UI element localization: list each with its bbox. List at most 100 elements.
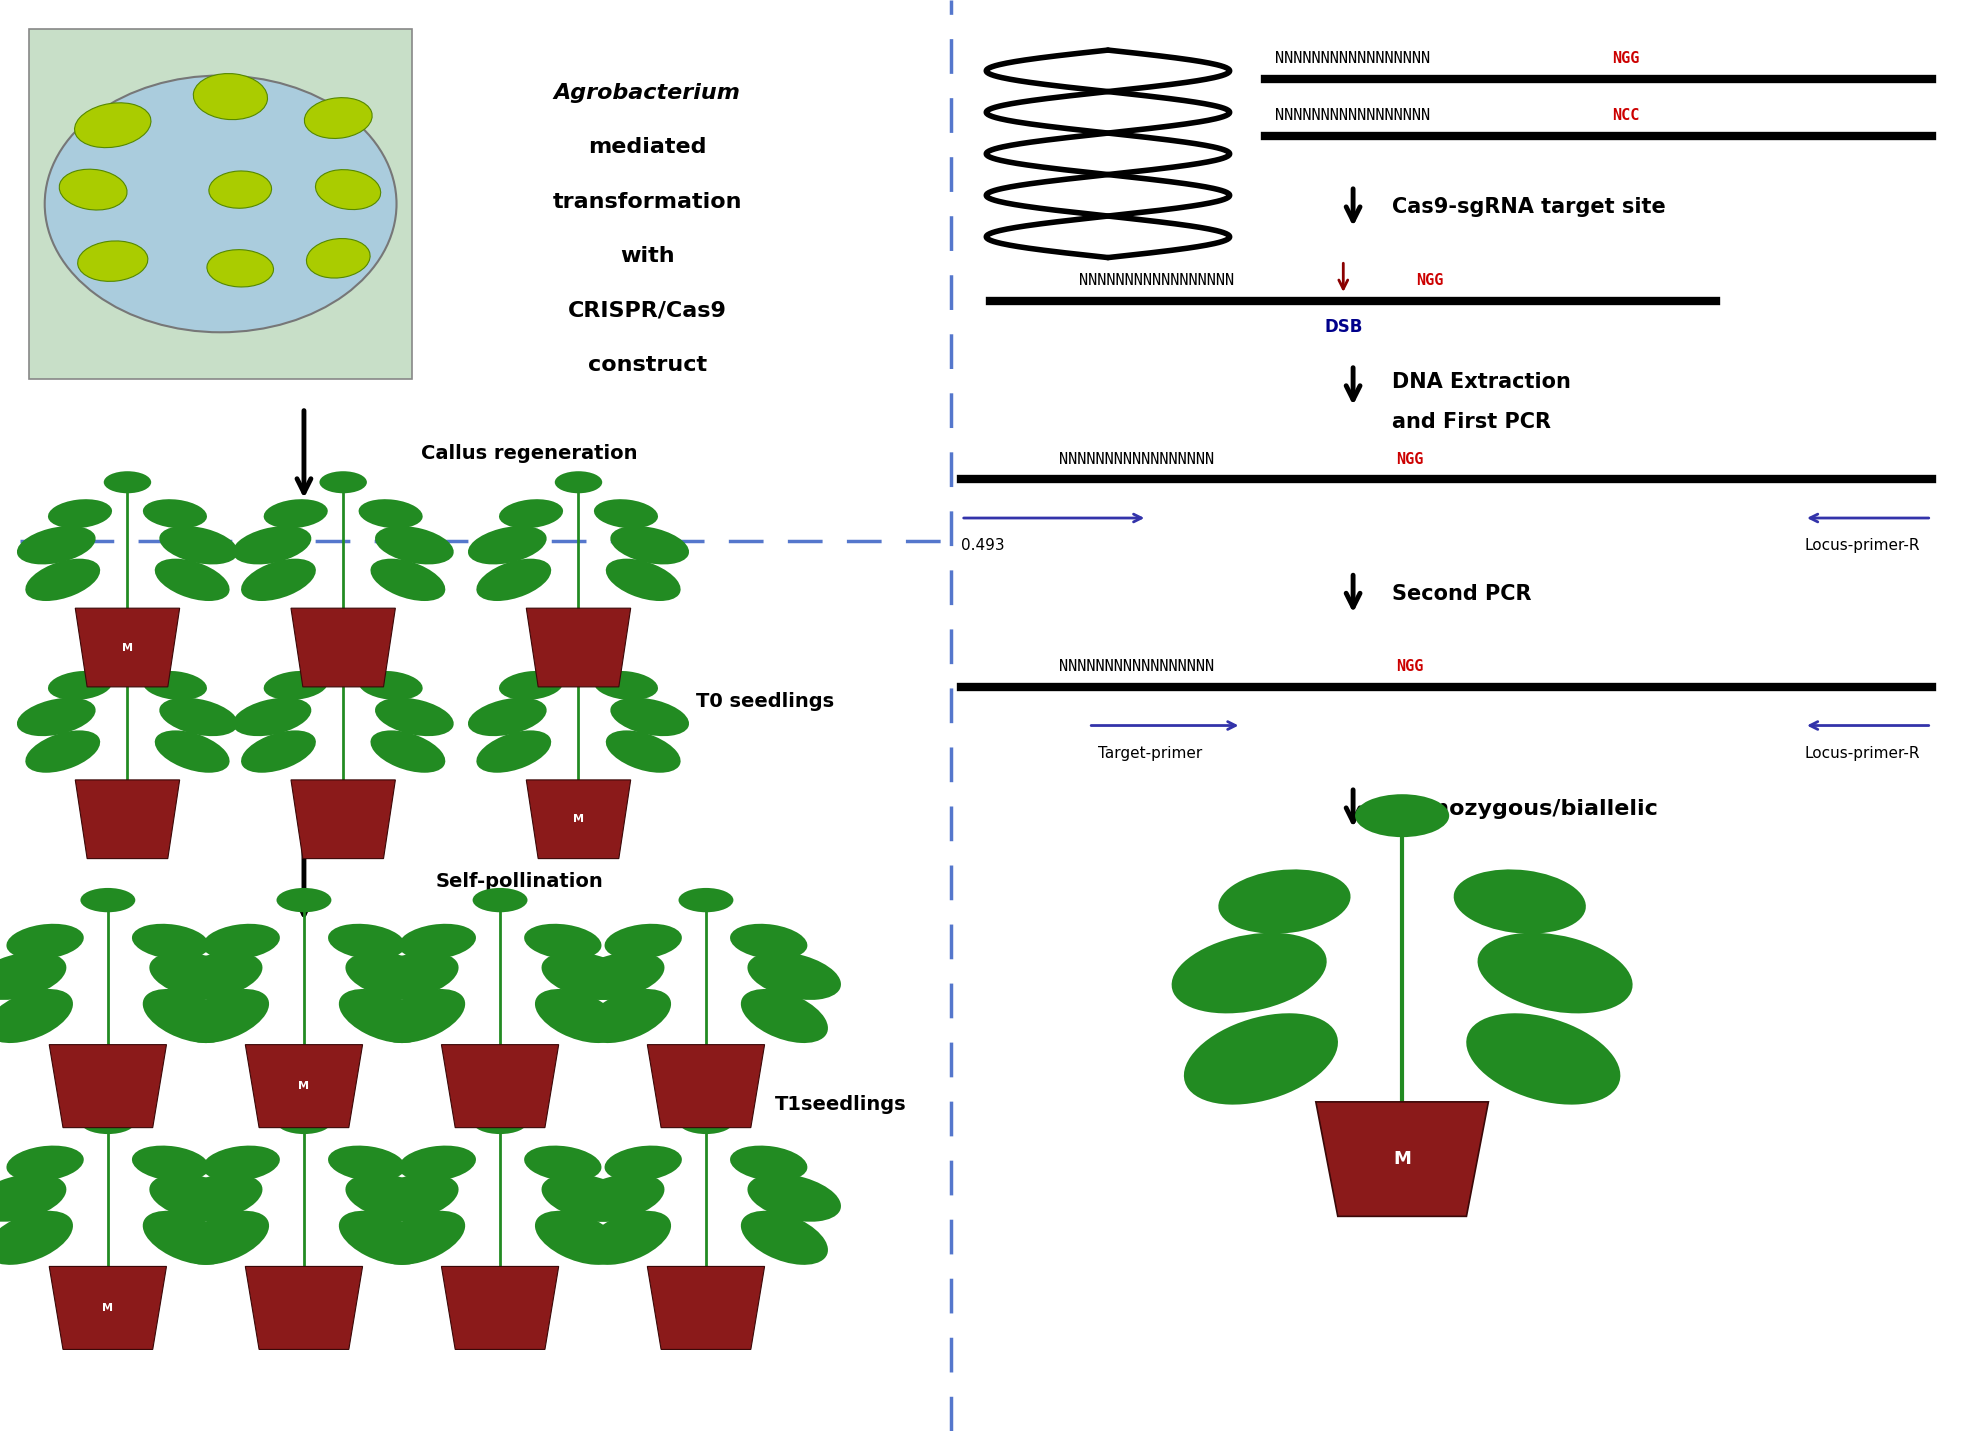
Ellipse shape: [365, 952, 459, 1000]
Ellipse shape: [339, 1211, 426, 1265]
Ellipse shape: [610, 698, 688, 736]
Ellipse shape: [679, 1110, 733, 1133]
Polygon shape: [526, 608, 631, 687]
Ellipse shape: [316, 170, 380, 209]
Text: transformation: transformation: [553, 192, 741, 212]
Ellipse shape: [155, 558, 229, 601]
Polygon shape: [1316, 1102, 1488, 1216]
Ellipse shape: [327, 924, 406, 959]
Text: M: M: [122, 643, 133, 653]
Ellipse shape: [365, 1173, 459, 1222]
Ellipse shape: [149, 1173, 243, 1222]
Ellipse shape: [610, 527, 688, 564]
Ellipse shape: [169, 952, 263, 1000]
Text: with: with: [620, 246, 675, 266]
Text: NGG: NGG: [1416, 273, 1443, 288]
Ellipse shape: [25, 558, 100, 601]
Ellipse shape: [741, 989, 828, 1043]
Ellipse shape: [345, 952, 439, 1000]
Ellipse shape: [25, 730, 100, 773]
Ellipse shape: [604, 1146, 682, 1181]
Ellipse shape: [194, 73, 267, 120]
Ellipse shape: [47, 671, 112, 700]
Ellipse shape: [535, 1211, 622, 1265]
Ellipse shape: [320, 471, 367, 494]
Ellipse shape: [202, 1146, 280, 1181]
Ellipse shape: [1355, 794, 1449, 837]
Ellipse shape: [729, 1146, 808, 1181]
Ellipse shape: [747, 952, 841, 1000]
Ellipse shape: [359, 671, 424, 700]
Ellipse shape: [1218, 870, 1351, 933]
Ellipse shape: [59, 169, 127, 210]
Text: mediated: mediated: [588, 137, 706, 157]
Ellipse shape: [473, 887, 528, 913]
Ellipse shape: [47, 499, 112, 528]
Text: T1seedlings: T1seedlings: [775, 1095, 906, 1115]
Ellipse shape: [1171, 933, 1328, 1013]
Ellipse shape: [747, 1173, 841, 1222]
Ellipse shape: [6, 1146, 84, 1181]
Polygon shape: [441, 1266, 559, 1349]
Text: M: M: [298, 1082, 310, 1090]
Text: Homozygous/biallelic: Homozygous/biallelic: [1392, 798, 1659, 819]
Ellipse shape: [233, 698, 312, 736]
Ellipse shape: [571, 1173, 665, 1222]
Ellipse shape: [398, 924, 477, 959]
Text: DNA Extraction: DNA Extraction: [1392, 372, 1571, 392]
Ellipse shape: [304, 97, 373, 139]
Text: DSB: DSB: [1324, 318, 1363, 336]
Ellipse shape: [1184, 1013, 1337, 1105]
Polygon shape: [290, 608, 396, 687]
Ellipse shape: [306, 239, 371, 278]
Ellipse shape: [375, 698, 453, 736]
Ellipse shape: [535, 989, 622, 1043]
Ellipse shape: [741, 1211, 828, 1265]
Ellipse shape: [241, 730, 316, 773]
Text: Second PCR: Second PCR: [1392, 584, 1532, 604]
Ellipse shape: [584, 1211, 671, 1265]
Polygon shape: [245, 1045, 363, 1128]
Ellipse shape: [277, 887, 331, 913]
Ellipse shape: [477, 558, 551, 601]
Ellipse shape: [0, 1211, 73, 1265]
Text: NNNNNNNNNNNNNNNNN: NNNNNNNNNNNNNNNNN: [1059, 660, 1214, 674]
Polygon shape: [647, 1266, 765, 1349]
Ellipse shape: [524, 924, 602, 959]
Ellipse shape: [104, 471, 151, 494]
Ellipse shape: [378, 989, 465, 1043]
Ellipse shape: [555, 471, 602, 494]
Ellipse shape: [541, 1173, 635, 1222]
Ellipse shape: [378, 1211, 465, 1265]
Ellipse shape: [606, 730, 680, 773]
Polygon shape: [49, 1266, 167, 1349]
Polygon shape: [441, 1045, 559, 1128]
Text: NNNNNNNNNNNNNNNNN: NNNNNNNNNNNNNNNNN: [1079, 273, 1233, 288]
Ellipse shape: [375, 527, 453, 564]
Ellipse shape: [469, 527, 547, 564]
Ellipse shape: [104, 643, 151, 665]
Text: and First PCR: and First PCR: [1392, 412, 1551, 432]
Ellipse shape: [339, 989, 426, 1043]
Ellipse shape: [233, 527, 312, 564]
Ellipse shape: [541, 952, 635, 1000]
Ellipse shape: [327, 1146, 406, 1181]
Ellipse shape: [131, 924, 210, 959]
Ellipse shape: [584, 989, 671, 1043]
Ellipse shape: [594, 671, 659, 700]
Ellipse shape: [345, 1173, 439, 1222]
Polygon shape: [75, 780, 180, 859]
Ellipse shape: [182, 989, 269, 1043]
Ellipse shape: [477, 730, 551, 773]
Text: NGG: NGG: [1612, 52, 1639, 66]
Ellipse shape: [149, 952, 243, 1000]
Text: 0.493: 0.493: [961, 538, 1004, 552]
Ellipse shape: [277, 1110, 331, 1133]
Ellipse shape: [359, 499, 424, 528]
Ellipse shape: [75, 103, 151, 147]
Ellipse shape: [371, 730, 445, 773]
Text: NNNNNNNNNNNNNNNNN: NNNNNNNNNNNNNNNNN: [1275, 109, 1430, 123]
Ellipse shape: [210, 170, 271, 209]
Ellipse shape: [155, 730, 229, 773]
Ellipse shape: [263, 671, 327, 700]
